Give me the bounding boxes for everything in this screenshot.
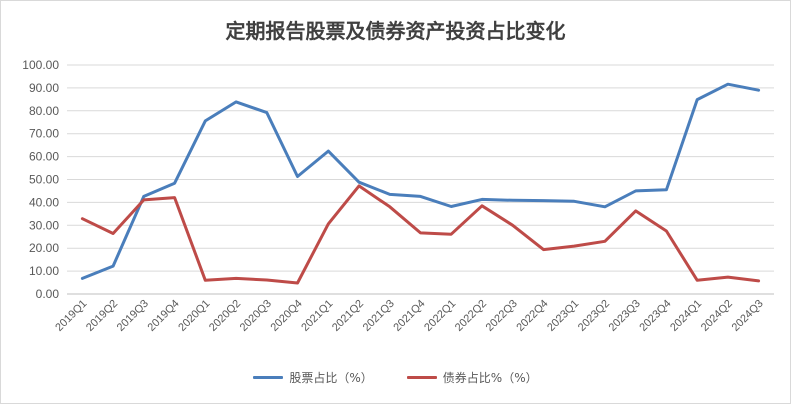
legend: 股票占比（%） 债券占比%（%） <box>1 369 790 386</box>
y-tick-label: 60.00 <box>29 150 59 164</box>
x-tick-label: 2023Q4 <box>637 298 673 334</box>
x-tick-label: 2020Q2 <box>207 298 243 334</box>
x-tick-label: 2019Q4 <box>146 298 182 334</box>
x-tick-label: 2022Q2 <box>453 298 489 334</box>
x-tick-label: 2023Q3 <box>607 298 643 334</box>
y-tick-label: 80.00 <box>29 104 59 118</box>
x-tick-label: 2020Q4 <box>268 298 304 334</box>
x-tick-label: 2023Q2 <box>576 298 612 334</box>
x-axis-ticks: 2019Q12019Q22019Q32019Q42020Q12020Q22020… <box>53 298 765 334</box>
series-lines <box>80 82 761 285</box>
legend-item-stock: 股票占比（%） <box>253 369 373 386</box>
x-tick-label: 2022Q4 <box>514 298 550 334</box>
x-tick-label: 2024Q1 <box>668 298 704 334</box>
x-tick-label: 2024Q3 <box>730 298 766 334</box>
x-tick-label: 2023Q1 <box>545 298 581 334</box>
x-tick-label: 2020Q3 <box>238 298 274 334</box>
y-tick-label: 0.00 <box>36 287 60 301</box>
y-tick-label: 50.00 <box>29 173 59 187</box>
y-tick-label: 10.00 <box>29 264 59 278</box>
x-tick-label: 2021Q4 <box>391 298 427 334</box>
x-tick-label: 2021Q1 <box>299 298 335 334</box>
x-tick-label: 2019Q3 <box>115 298 151 334</box>
y-tick-label: 100.00 <box>22 58 59 72</box>
gridlines <box>67 64 774 295</box>
legend-label-stock: 股票占比（%） <box>289 371 373 385</box>
series-line-stock <box>80 82 761 280</box>
y-tick-label: 90.00 <box>29 81 59 95</box>
y-tick-label: 70.00 <box>29 127 59 141</box>
x-tick-label: 2019Q2 <box>84 298 120 334</box>
x-tick-label: 2022Q1 <box>422 298 458 334</box>
x-tick-label: 2021Q3 <box>361 298 397 334</box>
x-tick-label: 2022Q3 <box>484 298 520 334</box>
y-tick-label: 30.00 <box>29 218 59 232</box>
x-tick-label: 2021Q2 <box>330 298 366 334</box>
y-tick-label: 20.00 <box>29 241 59 255</box>
legend-swatch-stock <box>253 376 284 379</box>
x-tick-label: 2024Q2 <box>699 298 735 334</box>
legend-label-bond: 债券占比%（%） <box>442 371 538 385</box>
legend-swatch-bond <box>406 376 437 379</box>
x-tick-label: 2019Q1 <box>53 298 89 334</box>
y-axis-ticks: 0.00 10.00 20.00 30.00 40.00 50.00 60.00 70.00 8… <box>22 58 59 301</box>
chart-title: 定期报告股票及债券资产投资占比变化 <box>225 19 566 43</box>
legend-item-bond: 债券占比%（%） <box>406 369 538 386</box>
x-tick-label: 2020Q1 <box>176 298 212 334</box>
series-line-bond <box>80 184 761 285</box>
y-tick-label: 40.00 <box>29 195 59 209</box>
